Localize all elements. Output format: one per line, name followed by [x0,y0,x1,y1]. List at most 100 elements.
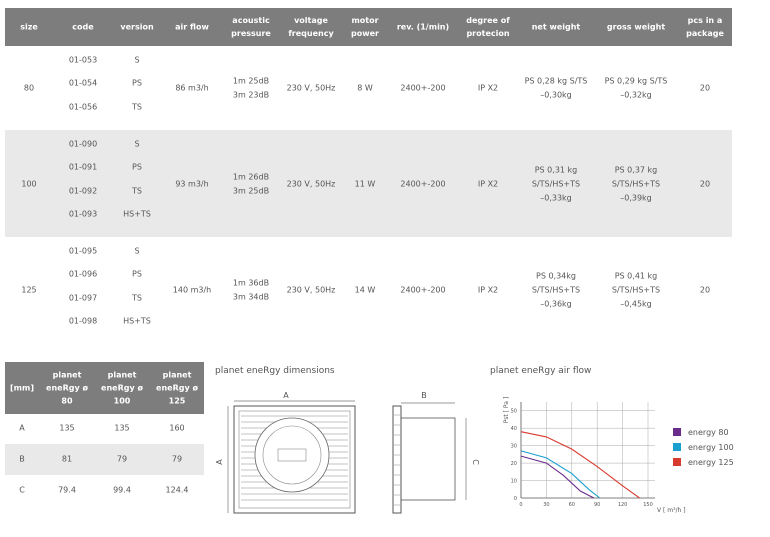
table-cell: 01-054 [68,78,98,88]
dim-label: A [283,391,289,400]
table-cell: 3m 23dB [232,90,270,100]
table-cell: IP X2 [477,285,499,294]
x-tick-label: 150 [643,502,653,508]
legend-swatch [673,428,681,436]
table-header: voltage frequency [288,16,334,38]
y-tick-label: 20 [511,461,517,467]
chart-title: planet eneRgy air flow [490,366,591,376]
table-cell: S [134,55,140,64]
dim-header: [mm] [10,383,34,393]
table-cell: 14 W [354,285,376,294]
table-header: rev. (1/min) [396,22,450,32]
legend-swatch [673,443,681,451]
table-cell: 01-097 [68,293,98,302]
dim-cell: C [19,485,25,495]
table-header: degree of protecion [466,16,510,38]
dim-cell: 79 [116,454,128,464]
table-cell: PS [132,162,142,172]
y-axis-label: Pst [ Pa ] [503,397,510,423]
y-tick-label: 30 [511,444,517,450]
dim-cell: 79.4 [58,485,76,495]
table-cell: HS+TS [123,209,151,219]
series-line [520,450,601,499]
table-cell: PS 0,34kg [536,271,576,280]
table-cell: –0,30kg [540,90,572,100]
table-cell: TS [132,186,142,195]
table-cell: S/TS/HS+TS [611,179,661,188]
table-header: code [72,22,94,32]
dim-cell: 135 [114,423,130,433]
table-cell: 2400+-200 [400,179,446,188]
table-cell: 01-090 [68,139,98,148]
table-cell: 20 [699,83,711,93]
dim-header: planet eneRgy ø 125 [156,370,198,406]
table-header: motor power [351,16,379,38]
table-header-bg [5,8,732,46]
table-cell: 86 m3/h [175,83,209,93]
row-bg [5,130,732,237]
table-header: size [20,22,38,32]
table-cell: 140 m3/h [172,285,212,294]
table-cell: PS [132,78,142,88]
dim-header: planet eneRgy ø 100 [101,370,143,406]
table-cell: 01-056 [68,102,98,111]
table-cell: IP X2 [477,83,499,93]
dim-header: planet eneRgy ø 80 [46,370,88,406]
table-cell: S/TS/HS+TS [531,285,581,294]
table-cell: –0,45kg [620,299,652,308]
dim-cell: A [19,423,25,433]
x-tick-label: 0 [519,502,522,508]
table-header: net weight [531,22,581,32]
table-cell: 230 V, 50Hz [286,179,336,188]
dim-cell: 160 [169,423,185,433]
dim-cell: 124.4 [165,485,189,495]
x-tick-label: 120 [618,502,628,508]
table-cell: 01-091 [68,162,98,172]
table-cell: 01-053 [68,55,98,64]
table-cell: 3m 25dB [232,186,270,195]
table-cell: PS 0,31 kg [534,165,578,174]
y-tick-label: 50 [511,409,517,415]
table-cell: 01-096 [68,269,98,279]
table-cell: 93 m3/h [175,179,209,188]
x-tick-label: 90 [594,502,600,508]
x-tick-label: 30 [543,502,549,508]
legend-label: energy 100 [688,443,734,452]
dim-cell: 99.4 [113,485,131,495]
table-cell: PS 0,41 kg [614,271,658,280]
table-cell: –0,32kg [620,90,652,100]
y-tick-label: 0 [514,496,517,502]
dim-cell: B [19,454,25,464]
table-cell: 230 V, 50Hz [286,285,336,294]
table-cell: 2400+-200 [400,83,446,93]
table-cell: 8 W [357,83,373,93]
legend-swatch [673,458,681,466]
front-view [227,400,356,514]
dim-cell: 79 [171,454,183,464]
table-cell: 1m 25dB [232,76,270,86]
y-tick-label: 10 [511,479,517,485]
table-cell: 125 [21,285,37,294]
table-cell: 01-095 [68,246,98,255]
dim-label: B [421,391,427,400]
table-header: air flow [175,22,209,32]
dim-label: A [215,459,224,465]
table-cell: 01-092 [68,186,98,195]
table-cell: 1m 26dB [232,172,270,181]
table-cell: 80 [23,83,35,93]
table-cell: HS+TS [123,316,151,326]
table-cell: 2400+-200 [400,285,446,294]
table-cell: 1m 36dB [232,278,270,287]
y-tick-label: 40 [511,426,517,432]
side-view [392,402,467,514]
table-header: pcs in a package [686,16,724,38]
table-cell: –0,36kg [540,299,572,308]
dim-label: C [471,459,480,465]
table-cell: S/TS/HS+TS [531,179,581,188]
table-cell: IP X2 [477,179,499,188]
table-cell: PS [132,269,142,279]
table-cell: S [134,246,140,255]
table-cell: PS 0,29 kg S/TS [604,76,668,86]
